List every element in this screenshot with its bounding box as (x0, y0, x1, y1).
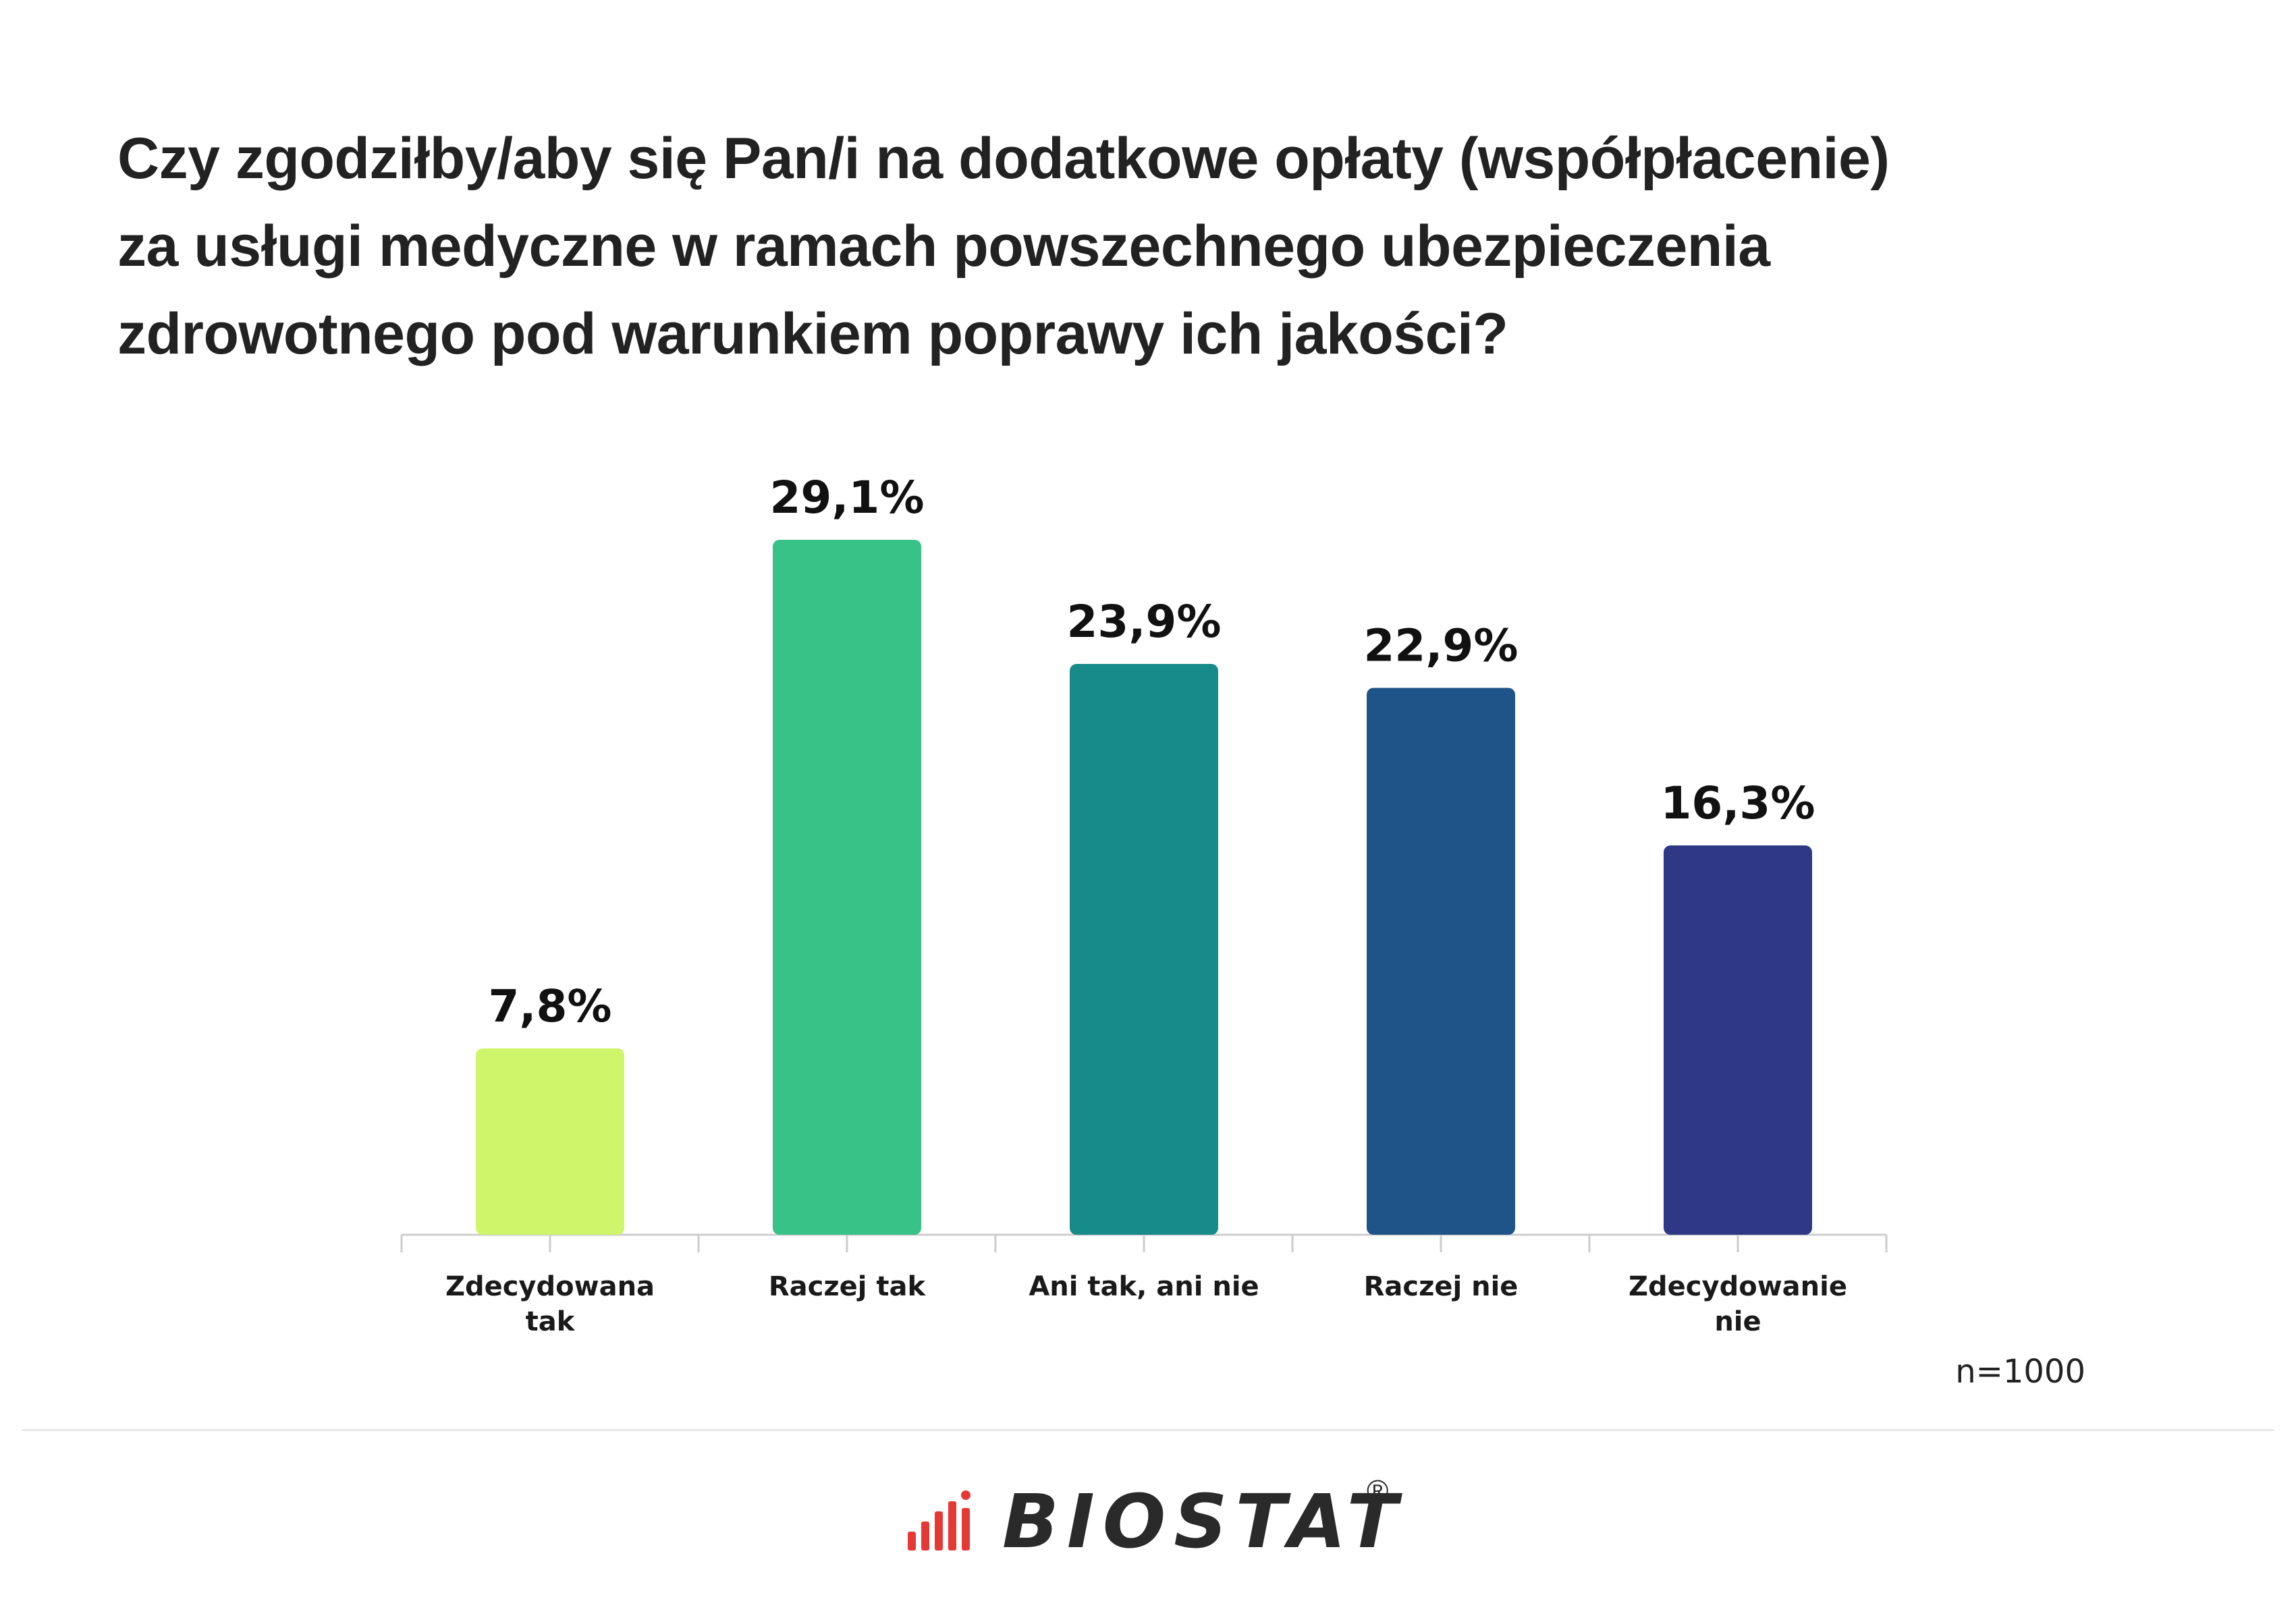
chart-title-line: za usługi medyczne w ramach powszechnego… (117, 214, 1770, 279)
category-label: Raczej tak (769, 1271, 927, 1302)
biostat-logo: BIOSTAT ® (908, 1474, 1407, 1565)
bar-chart: 7,8% Zdecydowana tak 29,1% Raczej tak 23,9% An… (400, 472, 1888, 1337)
bar (1664, 845, 1812, 1235)
footer-divider (22, 1429, 2274, 1431)
chart-title-line: zdrowotnego pod warunkiem poprawy ich ja… (117, 302, 1508, 366)
category-label: Raczej nie (1364, 1271, 1519, 1302)
category-label: Zdecydowanie nie (1629, 1271, 1847, 1337)
data-label: 23,9% (1067, 596, 1222, 648)
chart-title-line: Czy zgodziłby/aby się Pan/i na dodatkowe… (117, 126, 1890, 191)
data-label: 29,1% (770, 472, 925, 524)
category-label: Ani tak, ani nie (1029, 1271, 1259, 1302)
category-label: Zdecydowana tak (445, 1271, 655, 1337)
bar (476, 1048, 624, 1235)
bar (1367, 688, 1515, 1235)
registered-mark: ® (1367, 1474, 1389, 1507)
sample-size-note: n=1000 (1955, 1353, 2085, 1391)
chart-title: Czy zgodziłby/aby się Pan/i na dodatkowe… (117, 115, 2142, 378)
logo-text: BIOSTAT (1002, 1478, 1406, 1565)
bar (1070, 664, 1218, 1235)
data-label: 22,9% (1364, 619, 1519, 671)
bar-signal-icon (908, 1490, 971, 1551)
data-label: 16,3% (1661, 777, 1815, 829)
bar (773, 540, 921, 1235)
data-label: 7,8% (488, 980, 611, 1032)
